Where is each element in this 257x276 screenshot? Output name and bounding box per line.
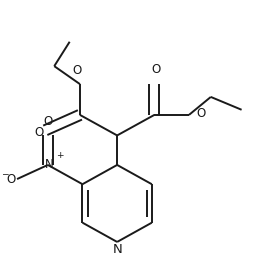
Text: −: −: [1, 169, 8, 178]
Text: O: O: [151, 63, 160, 76]
Text: O: O: [6, 172, 16, 185]
Text: N: N: [45, 158, 53, 171]
Text: +: +: [56, 151, 63, 160]
Text: N: N: [112, 243, 122, 256]
Text: O: O: [43, 115, 52, 128]
Text: O: O: [35, 126, 44, 139]
Text: O: O: [196, 107, 205, 120]
Text: O: O: [73, 64, 82, 77]
